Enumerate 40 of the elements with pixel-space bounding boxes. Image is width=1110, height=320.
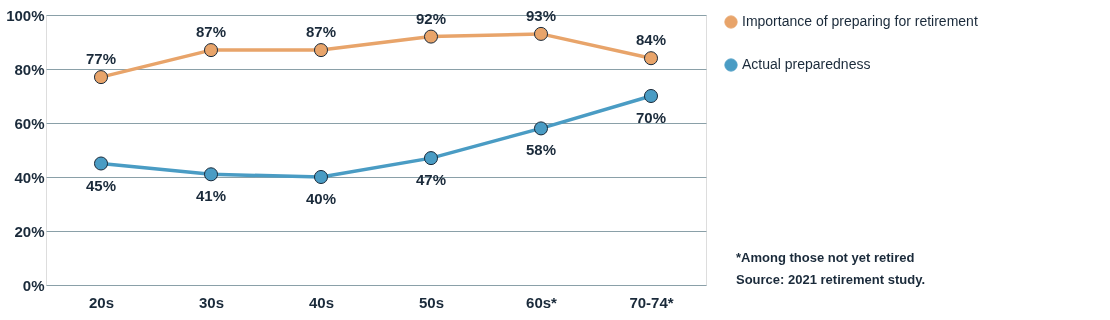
data-label: 93%: [525, 6, 557, 24]
data-label: 77%: [85, 50, 117, 68]
x-tick-label: 20s: [88, 293, 115, 311]
text: *Among those not yet retired: [736, 250, 915, 265]
point: [93, 70, 109, 85]
x-tick-label: 60s*: [526, 293, 558, 311]
data-label: 70%: [635, 109, 667, 126]
point: [423, 29, 439, 44]
point: [423, 151, 439, 166]
data-label: 47%: [415, 171, 447, 189]
y-tick-label: 100%: [6, 6, 45, 24]
data-label: 41%: [195, 187, 227, 205]
point: [533, 26, 549, 41]
data-label: 87%: [195, 23, 227, 41]
data-label: 45%: [85, 176, 117, 194]
y-tick-label: 40%: [14, 168, 45, 186]
point: [203, 167, 219, 182]
legend-label: Importance of preparing for retirement: [742, 13, 978, 29]
point: [93, 156, 109, 171]
legend-label: Actual preparedness: [742, 56, 871, 72]
point: [533, 121, 549, 136]
point: [643, 88, 659, 104]
point: [203, 43, 219, 58]
point: [313, 43, 329, 58]
y-tick-label: 80%: [14, 60, 45, 78]
data-label: 92%: [415, 9, 447, 27]
source-note: Source: 2021 retirement study.: [736, 272, 926, 287]
data-label: 58%: [525, 141, 557, 159]
point: [643, 51, 659, 66]
point: [313, 169, 329, 185]
data-label: 87%: [305, 23, 337, 41]
data-label: 40%: [305, 190, 337, 207]
y-tick-label: 20%: [14, 222, 45, 240]
data-label: 84%: [635, 31, 667, 49]
x-tick-label: 50s: [418, 293, 445, 311]
y-tick-label: 60%: [14, 114, 45, 132]
y-tick-label: 0%: [22, 276, 45, 294]
x-tick-label: 30s: [198, 293, 225, 311]
x-tick-label: 40s: [308, 293, 335, 311]
x-tick-label: 70-74*: [629, 293, 674, 311]
